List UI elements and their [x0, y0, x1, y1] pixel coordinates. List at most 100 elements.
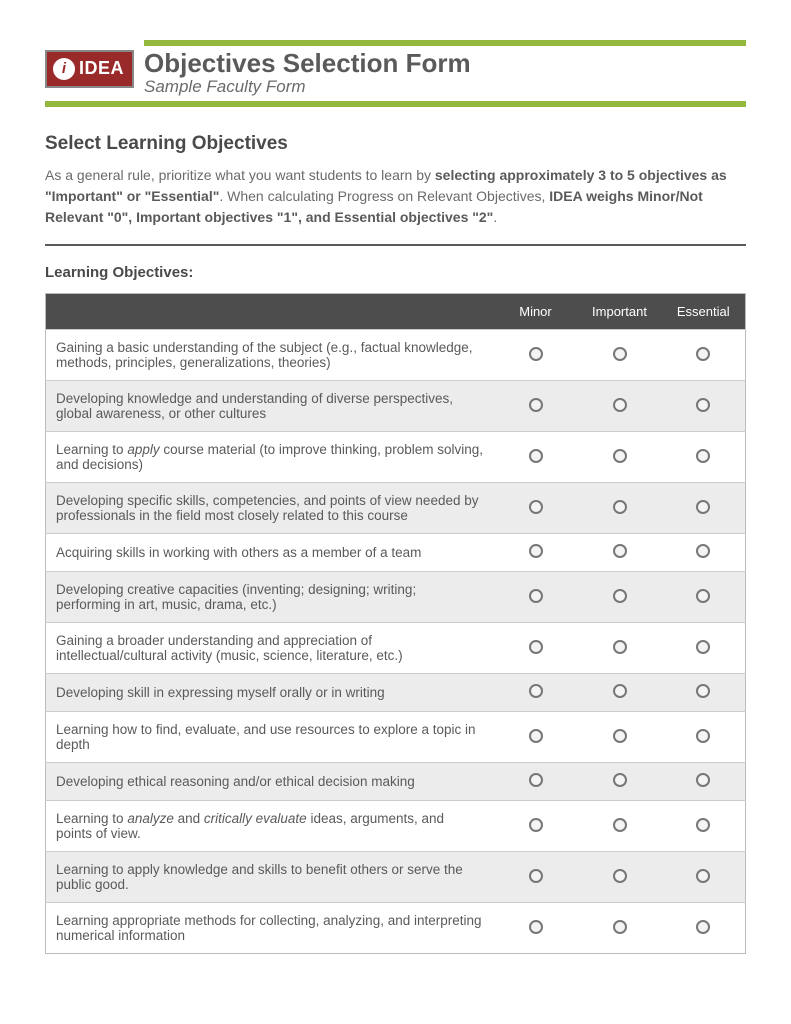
col-essential: Essential	[662, 294, 746, 330]
radio-cell-essential	[662, 534, 746, 572]
radio-essential[interactable]	[696, 773, 710, 787]
objective-text: Learning how to find, evaluate, and use …	[46, 712, 494, 763]
intro-text: As a general rule, prioritize what you w…	[45, 165, 746, 228]
radio-minor[interactable]	[529, 544, 543, 558]
table-row: Developing creative capacities (inventin…	[46, 572, 746, 623]
objective-text: Learning appropriate methods for collect…	[46, 903, 494, 954]
radio-cell-important	[578, 763, 662, 801]
table-header-row: Minor Important Essential	[46, 294, 746, 330]
radio-cell-minor	[494, 432, 578, 483]
header: i IDEA Objectives Selection Form Sample …	[45, 40, 746, 97]
radio-minor[interactable]	[529, 640, 543, 654]
radio-cell-minor	[494, 763, 578, 801]
radio-essential[interactable]	[696, 347, 710, 361]
radio-important[interactable]	[613, 449, 627, 463]
table-row: Learning to analyze and critically evalu…	[46, 801, 746, 852]
radio-cell-essential	[662, 483, 746, 534]
radio-cell-important	[578, 483, 662, 534]
title-block: Objectives Selection Form Sample Faculty…	[144, 40, 746, 97]
radio-cell-important	[578, 572, 662, 623]
table-row: Acquiring skills in working with others …	[46, 534, 746, 572]
objective-text: Developing specific skills, competencies…	[46, 483, 494, 534]
table-row: Learning appropriate methods for collect…	[46, 903, 746, 954]
radio-cell-minor	[494, 330, 578, 381]
radio-cell-important	[578, 903, 662, 954]
radio-important[interactable]	[613, 500, 627, 514]
radio-important[interactable]	[613, 773, 627, 787]
radio-essential[interactable]	[696, 398, 710, 412]
table-row: Developing specific skills, competencies…	[46, 483, 746, 534]
radio-cell-essential	[662, 712, 746, 763]
radio-important[interactable]	[613, 347, 627, 361]
radio-minor[interactable]	[529, 398, 543, 412]
table-row: Gaining a basic understanding of the sub…	[46, 330, 746, 381]
page-title: Objectives Selection Form	[144, 48, 746, 79]
col-minor: Minor	[494, 294, 578, 330]
radio-important[interactable]	[613, 869, 627, 883]
radio-essential[interactable]	[696, 818, 710, 832]
radio-minor[interactable]	[529, 773, 543, 787]
radio-minor[interactable]	[529, 869, 543, 883]
radio-cell-minor	[494, 623, 578, 674]
radio-minor[interactable]	[529, 684, 543, 698]
logo-icon: i	[53, 58, 75, 80]
radio-minor[interactable]	[529, 920, 543, 934]
objective-text: Gaining a basic understanding of the sub…	[46, 330, 494, 381]
radio-essential[interactable]	[696, 640, 710, 654]
objectives-table: Minor Important Essential Gaining a basi…	[45, 293, 746, 954]
accent-bar-bottom	[45, 101, 746, 107]
radio-important[interactable]	[613, 398, 627, 412]
sub-heading: Learning Objectives:	[45, 264, 746, 281]
objective-text: Learning to apply knowledge and skills t…	[46, 852, 494, 903]
table-row: Developing skill in expressing myself or…	[46, 674, 746, 712]
radio-essential[interactable]	[696, 589, 710, 603]
radio-important[interactable]	[613, 544, 627, 558]
radio-cell-important	[578, 674, 662, 712]
radio-essential[interactable]	[696, 544, 710, 558]
objective-text: Developing skill in expressing myself or…	[46, 674, 494, 712]
radio-essential[interactable]	[696, 729, 710, 743]
radio-important[interactable]	[613, 589, 627, 603]
radio-important[interactable]	[613, 640, 627, 654]
logo-text: IDEA	[79, 58, 124, 79]
radio-cell-essential	[662, 903, 746, 954]
radio-cell-essential	[662, 674, 746, 712]
radio-essential[interactable]	[696, 500, 710, 514]
radio-minor[interactable]	[529, 589, 543, 603]
radio-minor[interactable]	[529, 347, 543, 361]
radio-important[interactable]	[613, 729, 627, 743]
radio-important[interactable]	[613, 684, 627, 698]
radio-minor[interactable]	[529, 818, 543, 832]
radio-cell-important	[578, 330, 662, 381]
table-row: Developing knowledge and understanding o…	[46, 381, 746, 432]
page-subtitle: Sample Faculty Form	[144, 77, 746, 97]
radio-cell-important	[578, 534, 662, 572]
radio-cell-essential	[662, 801, 746, 852]
radio-important[interactable]	[613, 920, 627, 934]
radio-cell-minor	[494, 483, 578, 534]
radio-cell-minor	[494, 381, 578, 432]
radio-cell-important	[578, 381, 662, 432]
radio-cell-important	[578, 852, 662, 903]
radio-cell-minor	[494, 903, 578, 954]
radio-cell-essential	[662, 623, 746, 674]
objective-text: Developing creative capacities (inventin…	[46, 572, 494, 623]
objective-text: Developing ethical reasoning and/or ethi…	[46, 763, 494, 801]
radio-minor[interactable]	[529, 500, 543, 514]
radio-cell-essential	[662, 763, 746, 801]
radio-cell-important	[578, 801, 662, 852]
radio-essential[interactable]	[696, 449, 710, 463]
idea-logo: i IDEA	[45, 50, 134, 88]
radio-minor[interactable]	[529, 729, 543, 743]
radio-essential[interactable]	[696, 920, 710, 934]
objective-text: Developing knowledge and understanding o…	[46, 381, 494, 432]
radio-important[interactable]	[613, 818, 627, 832]
radio-minor[interactable]	[529, 449, 543, 463]
radio-essential[interactable]	[696, 684, 710, 698]
radio-essential[interactable]	[696, 869, 710, 883]
radio-cell-minor	[494, 534, 578, 572]
radio-cell-important	[578, 712, 662, 763]
col-description	[46, 294, 494, 330]
divider	[45, 244, 746, 246]
radio-cell-essential	[662, 432, 746, 483]
